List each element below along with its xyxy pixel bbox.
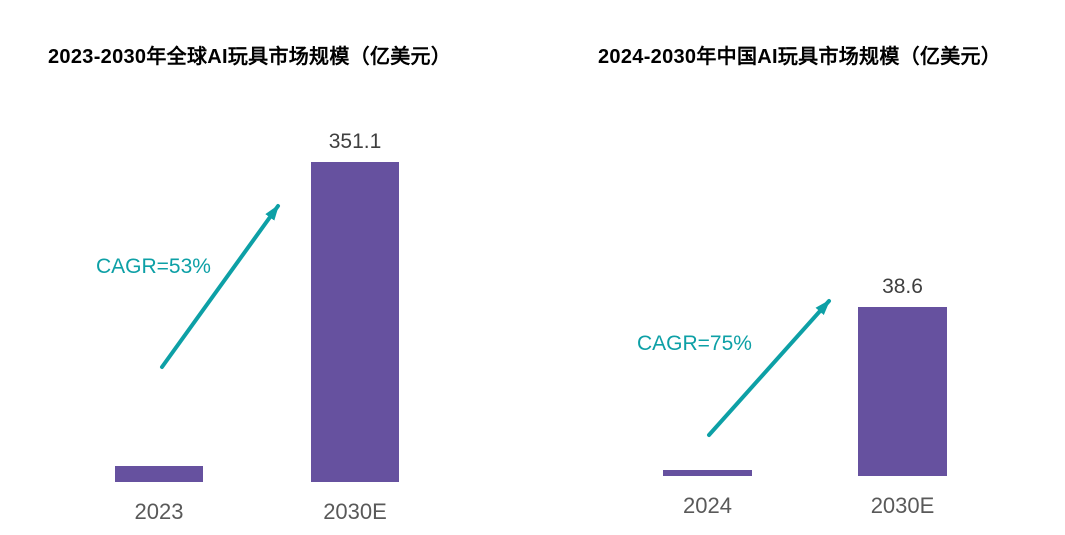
chart-title-global: 2023-2030年全球AI玩具市场规模（亿美元） (48, 46, 452, 68)
growth-arrow-icon-global (160, 204, 280, 369)
bar-2030e-china (858, 307, 947, 476)
x-tick-2030e-china: 2030E (870, 493, 935, 518)
cagr-annotation-china: CAGR=75% (637, 332, 752, 355)
bar-group-2030e-china: 38.6 (858, 275, 947, 476)
x-tick-2023: 2023 (134, 499, 184, 524)
bar-2023 (115, 466, 203, 482)
bar-group-2023 (115, 458, 203, 482)
bar-2030e-global (311, 162, 399, 482)
bar-group-2024 (663, 462, 752, 476)
bar-2024 (663, 470, 752, 476)
cagr-annotation-global: CAGR=53% (96, 255, 211, 278)
value-label-2030e-china: 38.6 (882, 274, 923, 298)
chart-title-china: 2024-2030年中国AI玩具市场规模（亿美元） (598, 46, 1002, 68)
x-tick-2030e-global: 2030E (323, 499, 387, 524)
chart-panel-global: 2023-2030年全球AI玩具市场规模（亿美元） 351.1 2023 203… (48, 46, 452, 524)
bar-group-2030e-global: 351.1 (311, 130, 399, 482)
x-tick-2024: 2024 (683, 493, 732, 518)
chart-panel-china: 2024-2030年中国AI玩具市场规模（亿美元） 38.6 2024 2030… (533, 0, 1065, 535)
growth-arrow-icon-china (707, 299, 831, 437)
value-label-2030e-global: 351.1 (328, 129, 382, 153)
